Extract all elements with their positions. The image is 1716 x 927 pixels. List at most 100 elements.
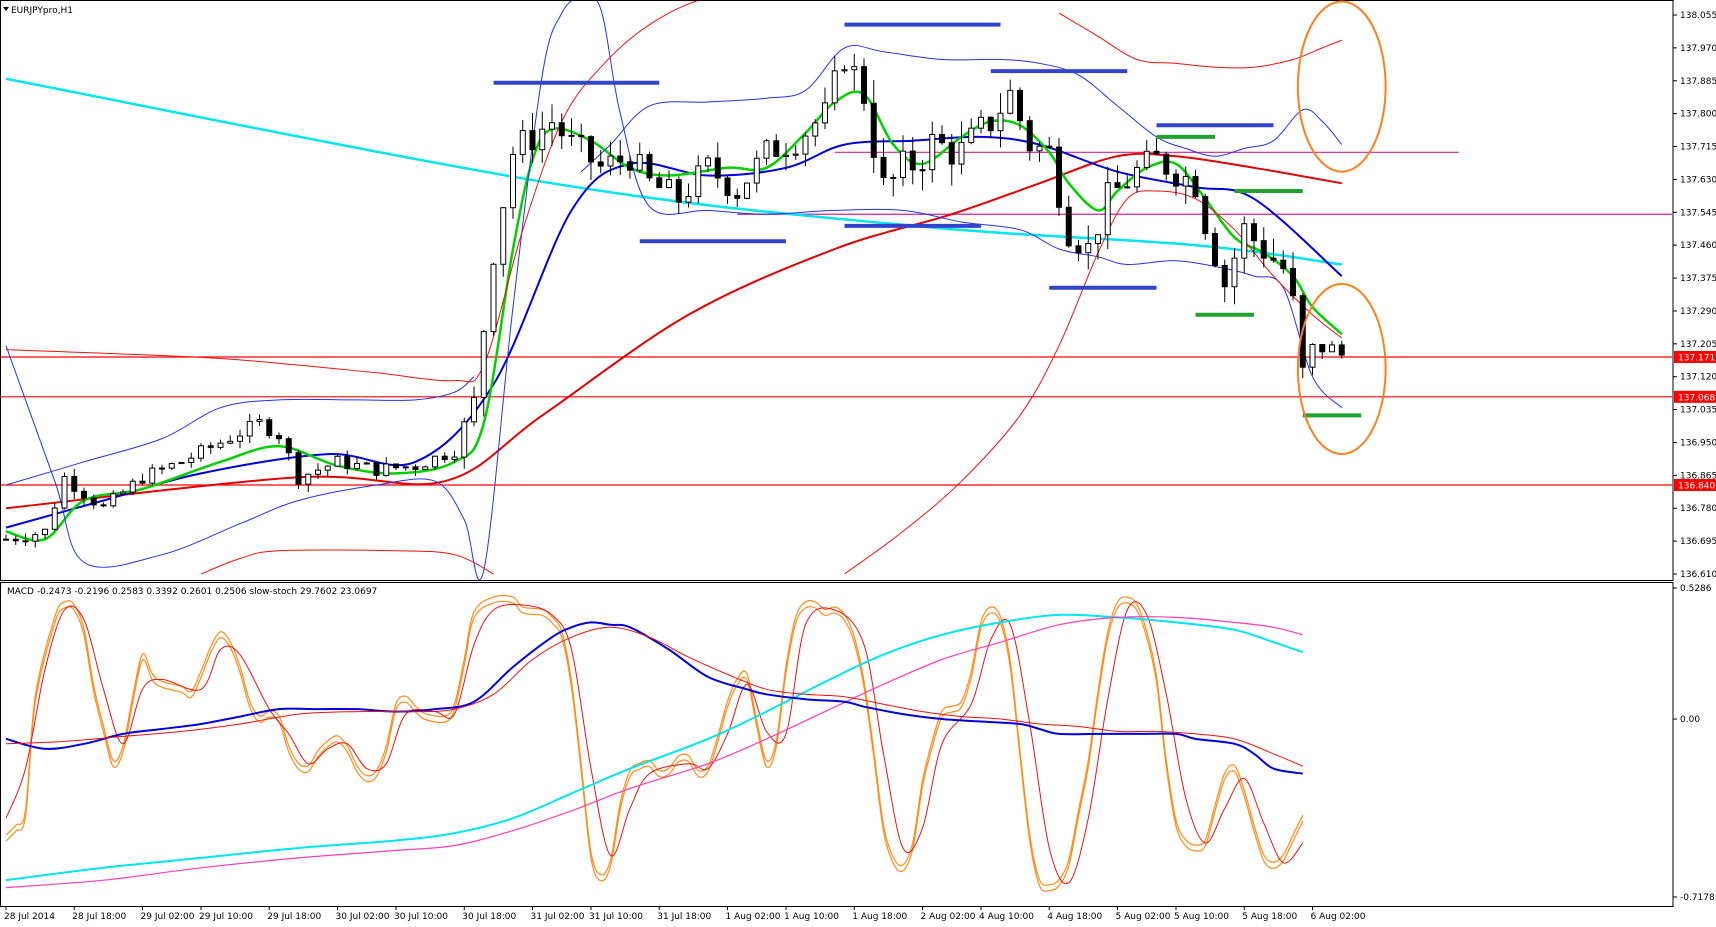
price-axis-label: 136.610 bbox=[1680, 570, 1716, 580]
candle-body bbox=[1290, 268, 1296, 297]
candle-body bbox=[695, 165, 702, 198]
price-axis-label: 136.865 bbox=[1680, 471, 1716, 481]
candle-body bbox=[110, 493, 117, 507]
time-axis-label: 28 Jul 18:00 bbox=[72, 912, 126, 922]
candle-body bbox=[61, 475, 68, 509]
candle-body bbox=[373, 462, 380, 476]
candle-body bbox=[207, 445, 214, 448]
candle-body bbox=[22, 540, 29, 543]
time-axis-label: 1 Aug 18:00 bbox=[852, 912, 907, 922]
candle-body bbox=[607, 155, 614, 167]
price-axis-label: 137.035 bbox=[1680, 406, 1716, 416]
price-indicator-line bbox=[5, 1, 699, 383]
candle-body bbox=[519, 130, 526, 155]
candle-body bbox=[948, 142, 955, 165]
menu-triangle-icon bbox=[3, 7, 9, 11]
candle-body bbox=[402, 466, 409, 469]
candle-body bbox=[1270, 257, 1277, 261]
candle-body bbox=[1173, 173, 1179, 187]
price-panel: EURJPYpro,H1 138.055 137.970 137.885 137.80… bbox=[0, 0, 1716, 581]
price-tag-box bbox=[1674, 479, 1716, 492]
candle-body bbox=[978, 116, 984, 129]
candle-body bbox=[451, 456, 458, 461]
candle-body bbox=[12, 538, 19, 542]
candle-body bbox=[1182, 175, 1189, 187]
candle-body bbox=[1046, 145, 1053, 148]
candle-body bbox=[1095, 234, 1101, 245]
candle-body bbox=[1231, 257, 1238, 288]
candle-body bbox=[987, 116, 994, 132]
highlight-ellipse bbox=[1296, 282, 1387, 456]
candle-body bbox=[1212, 233, 1218, 266]
candle-body bbox=[32, 534, 39, 542]
candle-body bbox=[168, 463, 175, 469]
candle-body bbox=[256, 419, 263, 422]
candle-body bbox=[1056, 146, 1062, 208]
candle-body bbox=[939, 133, 945, 144]
price-axis-label: 137.545 bbox=[1680, 208, 1716, 218]
price-indicator-line bbox=[844, 190, 1343, 575]
candle-body bbox=[666, 179, 672, 189]
time-axis-label: 1 Aug 10:00 bbox=[784, 912, 839, 922]
time-axis-label: 31 Jul 18:00 bbox=[657, 912, 711, 922]
candle-body bbox=[1114, 182, 1121, 188]
price-indicator-line bbox=[1058, 12, 1342, 69]
candle-body bbox=[1017, 89, 1023, 122]
candle-body bbox=[880, 156, 887, 179]
candle-body bbox=[383, 463, 390, 476]
price-axis-label: 137.120 bbox=[1680, 373, 1716, 383]
price-axis-label: 136.780 bbox=[1680, 504, 1716, 514]
candle-body bbox=[188, 457, 195, 464]
candle-body bbox=[1085, 243, 1092, 254]
indicator-frame bbox=[0, 582, 1674, 907]
candle-body bbox=[90, 497, 97, 506]
candle-body bbox=[159, 467, 165, 470]
candle-body bbox=[1319, 344, 1326, 353]
time-axis-label: 31 Jul 10:00 bbox=[589, 912, 643, 922]
candle-body bbox=[315, 469, 321, 475]
time-axis-label: 30 Jul 18:00 bbox=[462, 912, 516, 922]
candle-body bbox=[1036, 145, 1043, 152]
time-axis-label: 4 Aug 18:00 bbox=[1047, 912, 1102, 922]
price-axis-label: 137.885 bbox=[1680, 77, 1716, 87]
price-frame bbox=[0, 0, 1674, 581]
highlight-ellipse bbox=[1296, 0, 1387, 173]
price-axis-label: 137.290 bbox=[1680, 307, 1716, 317]
candle-body bbox=[324, 465, 331, 471]
candle-body bbox=[861, 66, 867, 104]
candle-body bbox=[1163, 153, 1170, 175]
candle-body bbox=[432, 455, 438, 468]
stochastic-line bbox=[5, 594, 1304, 886]
candle-body bbox=[841, 69, 848, 72]
candle-body bbox=[71, 475, 78, 492]
indicator-axis-label: 0.5286 bbox=[1680, 584, 1712, 594]
price-indicator-line bbox=[200, 549, 494, 575]
candle-body bbox=[1260, 240, 1267, 259]
candle-body bbox=[744, 182, 750, 199]
symbol-title: EURJPYpro,H1 bbox=[11, 6, 73, 16]
time-axis-label: 5 Aug 10:00 bbox=[1174, 912, 1229, 922]
candle-body bbox=[266, 419, 273, 437]
candle-body bbox=[1192, 175, 1199, 198]
candle-body bbox=[568, 134, 575, 137]
candle-body bbox=[285, 438, 292, 454]
candle-body bbox=[958, 141, 965, 165]
candle-body bbox=[217, 442, 224, 448]
candle-body bbox=[1134, 166, 1140, 188]
candle-body bbox=[763, 140, 770, 159]
price-axis-label: 137.800 bbox=[1680, 110, 1716, 120]
price-indicator-line bbox=[5, 77, 1342, 266]
price-indicator-line bbox=[580, 44, 1343, 173]
candle-body bbox=[792, 153, 799, 156]
indicator-line bbox=[5, 616, 1303, 889]
indicator-title: MACD -0.2473 -0.2196 0.2583 0.3392 0.260… bbox=[7, 587, 377, 597]
price-indicator-line bbox=[5, 1, 1343, 580]
candle-body bbox=[471, 396, 477, 423]
indicator-line bbox=[5, 613, 1304, 882]
candle-body bbox=[578, 134, 585, 138]
candle-body bbox=[295, 452, 302, 485]
price-axis-label: 136.695 bbox=[1680, 537, 1716, 547]
candle-body bbox=[42, 528, 48, 536]
candle-body bbox=[198, 445, 204, 459]
